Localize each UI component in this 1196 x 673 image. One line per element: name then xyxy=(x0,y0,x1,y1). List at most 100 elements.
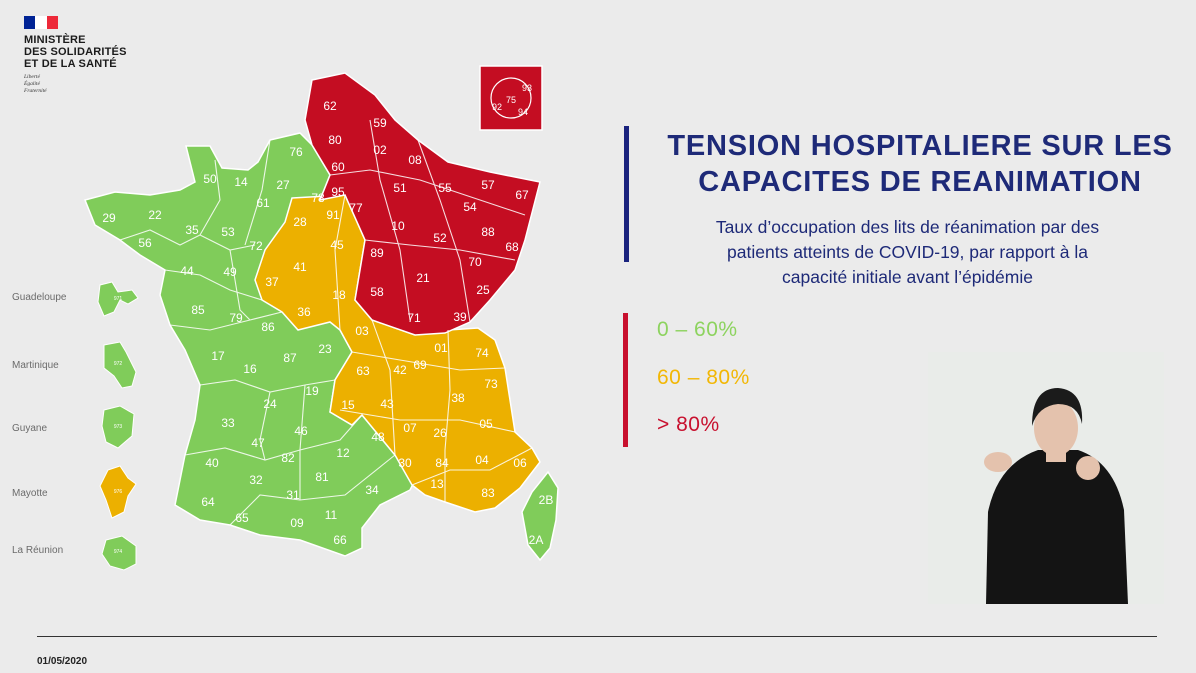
department-label-12: 12 xyxy=(336,446,350,460)
overseas-code-973: 973 xyxy=(114,424,123,430)
department-label-87: 87 xyxy=(283,351,297,365)
department-label-27: 27 xyxy=(276,178,290,192)
department-label-79: 79 xyxy=(229,311,243,325)
title-line-2: CAPACITES DE REANIMATION xyxy=(698,166,1142,198)
department-label-63: 63 xyxy=(356,364,370,378)
department-label-18: 18 xyxy=(332,288,346,302)
department-label-41: 41 xyxy=(293,260,307,274)
department-label-08: 08 xyxy=(408,153,422,167)
department-label-57: 57 xyxy=(481,178,495,192)
department-label-26: 26 xyxy=(433,426,447,440)
department-label-39: 39 xyxy=(453,310,467,324)
department-label-49: 49 xyxy=(223,265,237,279)
overseas-shape-972 xyxy=(103,341,137,389)
department-label-34: 34 xyxy=(365,483,379,497)
legend-item-orange: 60 – 80% xyxy=(657,366,750,389)
overseas-code-974: 974 xyxy=(114,549,123,555)
department-label-85: 85 xyxy=(191,303,205,317)
department-label-70: 70 xyxy=(468,255,482,269)
overseas-code-972: 972 xyxy=(114,361,123,367)
department-label-95: 95 xyxy=(331,185,345,199)
department-label-69: 69 xyxy=(413,358,427,372)
department-label-71: 71 xyxy=(407,311,421,325)
department-label-91: 91 xyxy=(326,208,340,222)
department-label-80: 80 xyxy=(328,133,342,147)
department-borders xyxy=(119,119,533,526)
legend-accent-bar xyxy=(623,313,628,447)
department-label-52: 52 xyxy=(433,231,447,245)
legend-item-green: 0 – 60% xyxy=(657,318,738,341)
department-label-23: 23 xyxy=(318,342,332,356)
department-label-10: 10 xyxy=(391,219,405,233)
martinique-label: Martinique xyxy=(12,360,59,371)
department-label-21: 21 xyxy=(416,271,430,285)
corsica xyxy=(521,470,559,562)
department-label-56: 56 xyxy=(138,236,152,250)
department-label-06: 06 xyxy=(513,456,527,470)
department-label-67: 67 xyxy=(515,188,529,202)
department-label-03: 03 xyxy=(355,324,369,338)
department-label-61: 61 xyxy=(256,196,270,210)
la-reunion-label: La Réunion xyxy=(12,545,64,556)
department-label-05: 05 xyxy=(479,417,493,431)
department-label-84: 84 xyxy=(435,456,449,470)
department-label-59: 59 xyxy=(373,116,387,130)
department-label-38: 38 xyxy=(451,391,465,405)
department-label-83: 83 xyxy=(481,486,495,500)
department-label-46: 46 xyxy=(294,424,308,438)
overseas-shape-973 xyxy=(101,405,135,449)
department-label-43: 43 xyxy=(380,397,394,411)
department-label-16: 16 xyxy=(243,362,257,376)
department-label-33: 33 xyxy=(221,416,235,430)
department-label-44: 44 xyxy=(180,264,194,278)
department-label-42: 42 xyxy=(393,363,407,377)
department-label-15: 15 xyxy=(341,398,355,412)
department-label-66: 66 xyxy=(333,533,347,547)
page-title: TENSION HOSPITALIERE SUR LES CAPACITES D… xyxy=(640,128,1196,200)
department-label-09: 09 xyxy=(290,516,304,530)
logo-line-1: MINISTÈRE xyxy=(24,34,86,46)
overseas-code-971: 971 xyxy=(114,296,123,302)
department-label-02: 02 xyxy=(373,143,387,157)
french-flag-icon xyxy=(24,16,58,29)
department-label-51: 51 xyxy=(393,181,407,195)
paris-label-94: 94 xyxy=(518,107,528,117)
guyane-label: Guyane xyxy=(12,423,48,434)
department-label-22: 22 xyxy=(148,208,162,222)
department-label-74: 74 xyxy=(475,346,489,360)
department-label-50: 50 xyxy=(203,172,217,186)
department-label-35: 35 xyxy=(185,223,199,237)
paris-inset xyxy=(479,65,543,131)
department-label-58: 58 xyxy=(370,285,384,299)
subtitle-line-3: capacité initiale avant l’épidémie xyxy=(782,267,1033,287)
department-label-01: 01 xyxy=(434,341,448,355)
paris-label-75: 75 xyxy=(506,95,516,105)
logo-line-3: ET DE LA SANTÉ xyxy=(24,58,117,70)
department-label-76: 76 xyxy=(289,145,303,159)
department-label-29: 29 xyxy=(102,211,116,225)
paris-inset-ring xyxy=(490,77,532,119)
logo-line-2: DES SOLIDARITÉS xyxy=(24,46,127,58)
department-label-48: 48 xyxy=(371,430,385,444)
department-label-64: 64 xyxy=(201,495,215,509)
paris-label-92: 92 xyxy=(492,102,502,112)
department-label-81: 81 xyxy=(315,470,329,484)
guadeloupe-label: Guadeloupe xyxy=(12,292,67,303)
department-label-89: 89 xyxy=(370,246,384,260)
department-label-40: 40 xyxy=(205,456,219,470)
department-label-65: 65 xyxy=(235,511,249,525)
department-label-25: 25 xyxy=(476,283,490,297)
footer-date: 01/05/2020 xyxy=(37,656,88,667)
department-label-86: 86 xyxy=(261,320,275,334)
department-label-28: 28 xyxy=(293,215,307,229)
ministry-logo: MINISTÈRE DES SOLIDARITÉS ET DE LA SANTÉ… xyxy=(24,16,174,95)
page-subtitle: Taux d’occupation des lits de réanimatio… xyxy=(655,215,1160,290)
department-label-45: 45 xyxy=(330,238,344,252)
legend-item-red: > 80% xyxy=(657,413,720,436)
department-label-19: 19 xyxy=(305,384,319,398)
department-label-62: 62 xyxy=(323,99,337,113)
motto-line-1: Liberté xyxy=(24,74,40,80)
interpreter-figure-icon xyxy=(984,388,1128,604)
department-label-30: 30 xyxy=(398,456,412,470)
france-map: 971 972 973 976 974 62 59 80 02 08 60 51 55 57 67 54 78… xyxy=(83,65,559,571)
